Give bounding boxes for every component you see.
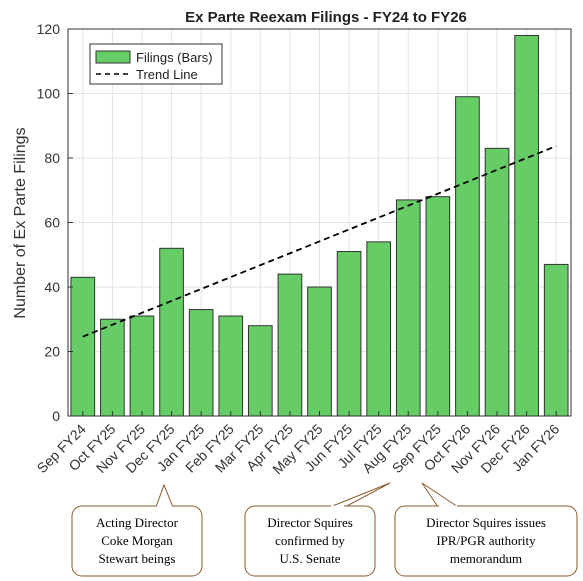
legend-label-bars: Filings (Bars) [136,50,213,65]
bar [514,34,539,417]
y-axis-label: Number of Ex Parte Filings [12,127,29,318]
annotation-3-box [394,505,578,577]
annotation-3-line-1: Director Squires issues [426,515,546,530]
bar [247,325,273,417]
annotation-squires-confirmed: Director Squires confirmed by U.S. Senat… [244,482,391,577]
bar [543,263,569,417]
y-tick-label: 20 [44,344,60,360]
annotation-1-line-3: Stewart beings [99,551,176,566]
y-tick-labels: 0 20 40 60 80 100 120 [37,21,61,424]
bar [100,318,125,417]
annotation-2-line-2: confirmed by [275,533,345,548]
bar [336,251,362,417]
legend: Filings (Bars) Trend Line [89,43,223,85]
y-tick-label: 100 [37,86,61,102]
annotations: Acting Director Coke Morgan Stewart bein… [71,482,578,577]
trend-line-layer [82,145,557,338]
bar [366,241,392,417]
bar [425,196,451,417]
bar [159,247,184,417]
annotation-acting-director: Acting Director Coke Morgan Stewart bein… [71,483,203,577]
annotation-3-line-3: memorandum [450,551,522,566]
y-tick-label: 40 [44,279,60,295]
bar [395,199,421,417]
bar [70,276,96,417]
annotation-2-line-1: Director Squires [267,515,353,530]
bar [307,286,332,417]
bar [277,273,303,417]
bar [129,315,155,417]
bar [188,309,214,417]
bars [70,34,569,417]
annotation-3-line-2: IPR/PGR authority [436,533,536,548]
axes [67,28,572,417]
annotation-2-box [244,505,376,577]
legend-swatch-bars [95,50,131,64]
bar [455,96,480,417]
y-tick-label: 120 [37,21,61,37]
annotation-1-line-1: Acting Director [96,515,179,530]
y-tick-label: 0 [52,408,60,424]
trend-line [82,145,557,338]
annotation-2-line-3: U.S. Senate [279,551,340,566]
bar [218,315,244,417]
annotation-squires-memo: Director Squires issues IPR/PGR authorit… [394,482,578,577]
y-tick-label: 60 [44,215,60,231]
legend-label-trend: Trend Line [136,67,198,82]
annotation-1-line-2: Coke Morgan [101,533,173,548]
annotation-1-box [71,505,203,577]
y-tick-label: 80 [44,150,60,166]
bar [484,147,510,417]
chart-title: Ex Parte Reexam Filings - FY24 to FY26 [185,9,467,26]
